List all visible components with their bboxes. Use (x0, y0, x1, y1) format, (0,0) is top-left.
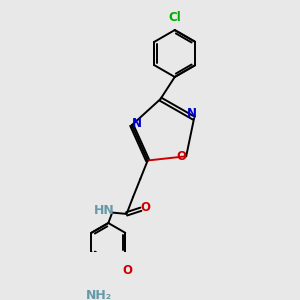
Text: O: O (122, 264, 132, 277)
Text: N: N (131, 117, 141, 130)
Text: N: N (187, 107, 197, 120)
Text: O: O (140, 201, 150, 214)
Text: NH₂: NH₂ (85, 289, 112, 300)
Text: O: O (176, 150, 187, 163)
Text: Cl: Cl (168, 11, 181, 24)
Text: HN: HN (94, 204, 114, 217)
